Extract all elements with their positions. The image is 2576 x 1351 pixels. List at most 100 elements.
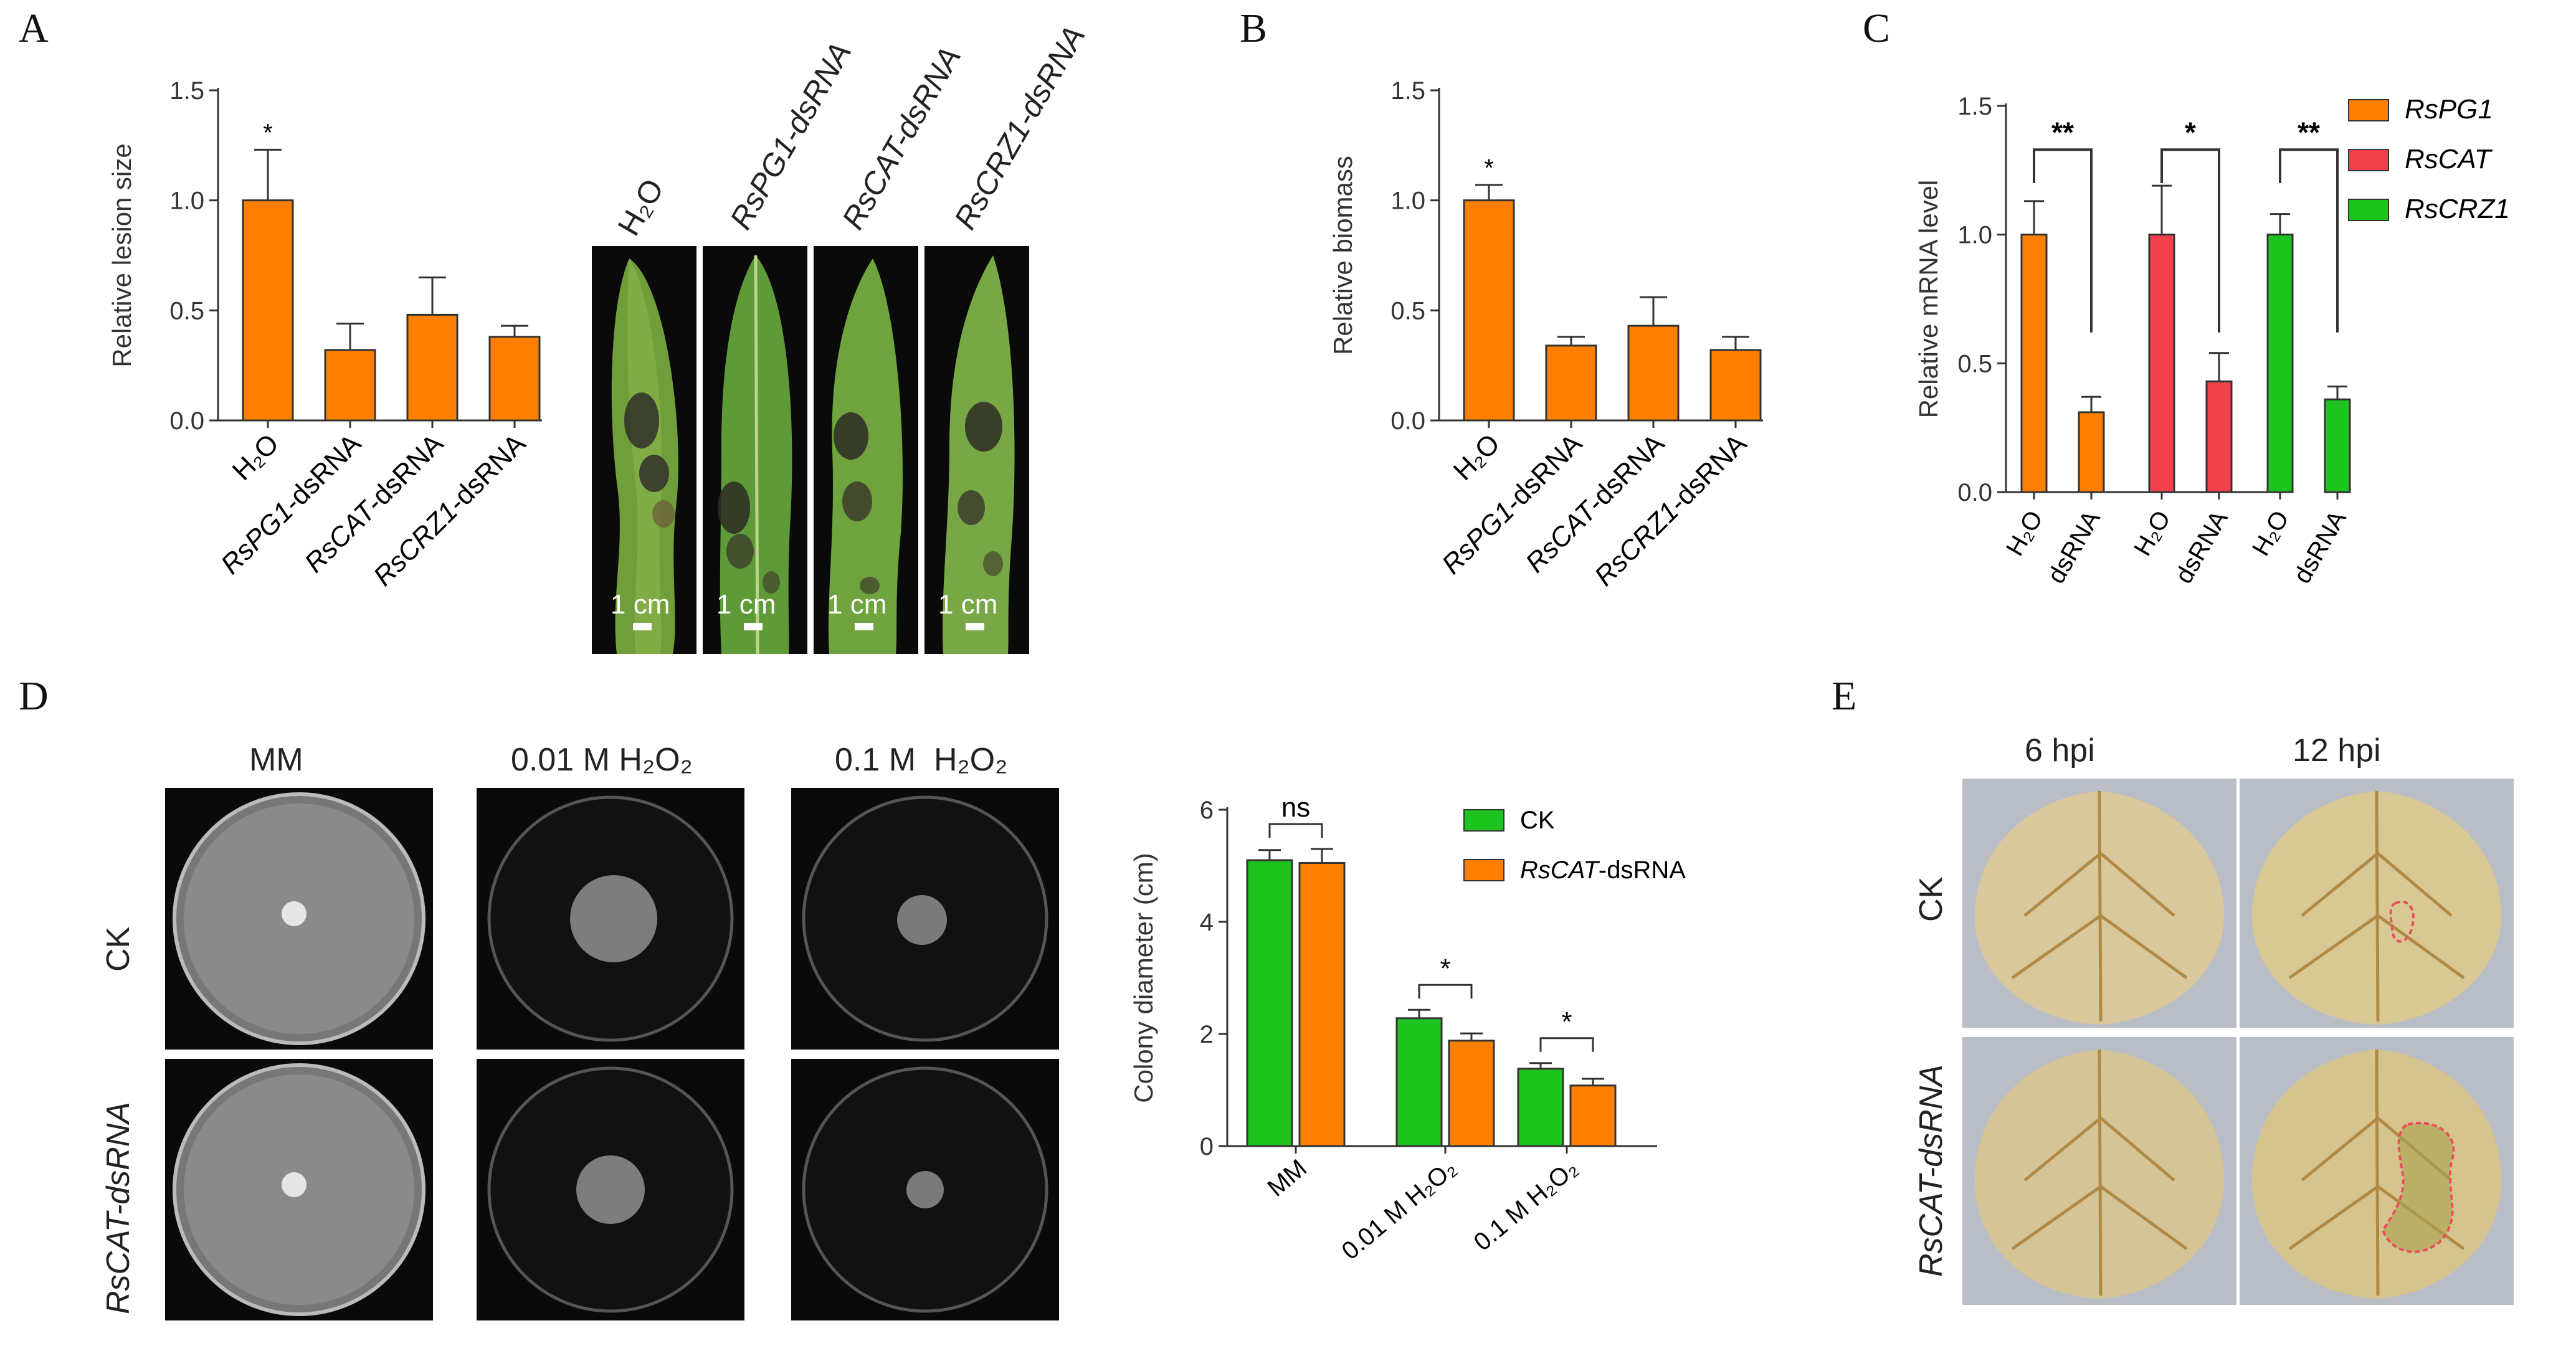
- x-tick-label: H₂O: [2129, 506, 2176, 561]
- y-tick-label: 6: [1200, 797, 1214, 824]
- bar: [242, 199, 294, 422]
- legend-swatch: [2348, 199, 2389, 221]
- bar: [2205, 380, 2233, 493]
- leaf-image: 1 cm: [938, 255, 1015, 654]
- bar: [406, 313, 459, 422]
- significance-bracket: [2033, 148, 2093, 333]
- x-tick-label: 0.1 M H₂O₂: [1469, 1154, 1583, 1256]
- bar: [1545, 344, 1597, 422]
- legend-label: RsCAT-dsRNA: [1520, 856, 1686, 884]
- leaf-image: 1 cm: [716, 255, 792, 654]
- significance-mark: *: [263, 119, 273, 146]
- x-tick-label: H₂O: [227, 428, 285, 486]
- x-tick-label: H₂O: [2247, 506, 2294, 561]
- scale-label: 1 cm: [611, 589, 670, 620]
- legend-label: RsCAT: [2405, 144, 2493, 174]
- y-axis-label: Relative mRNA level: [1914, 180, 1943, 419]
- y-axis-label: Colony diameter (cm): [1129, 853, 1158, 1102]
- panel-letter-b: B: [1240, 6, 1268, 51]
- legend-label: CK: [1520, 807, 1555, 834]
- x-tick-label: H₂O: [1448, 428, 1506, 486]
- legend-label: RsPG1: [2405, 94, 2493, 125]
- x-tick-label: RsCRZ1-dsRNA: [1589, 428, 1752, 592]
- significance-bracket: [1268, 823, 1323, 838]
- y-tick-label: 1.0: [1390, 187, 1425, 215]
- bar: [1517, 1068, 1564, 1147]
- x-tick-label: RsCAT-dsRNA: [299, 428, 450, 579]
- leaf-ck-6hpi: [1962, 779, 2236, 1028]
- bar: [2324, 398, 2351, 493]
- panel-letter-e: E: [1832, 673, 1857, 719]
- y-tick-label: 4: [1200, 909, 1214, 936]
- scale-label: 1 cm: [716, 589, 776, 620]
- x-tick-label: H₂O: [2001, 506, 2048, 561]
- x-tick-label: RsCAT-dsRNA: [1520, 428, 1671, 579]
- leaf-label-rspg1: RsPG1-dsRNA: [723, 36, 858, 235]
- bar: [1627, 325, 1680, 422]
- plate-ck-001: [477, 788, 744, 1050]
- plate-ck-01: [791, 788, 1059, 1050]
- scale-label: 1 cm: [827, 589, 886, 620]
- plate-ck-mm: [165, 788, 433, 1050]
- significance-bracket: [2160, 148, 2220, 333]
- y-axis-label: Relative lesion size: [107, 143, 136, 367]
- panel-letter-d: D: [19, 673, 49, 719]
- x-tick-label: dsRNA: [2042, 506, 2106, 588]
- y-tick-label: 0.0: [1957, 479, 1992, 506]
- significance-bracket: [1539, 1037, 1594, 1052]
- bar: [1448, 1040, 1495, 1147]
- bar: [1395, 1017, 1443, 1147]
- leaf-photo-rscat: 1 cm: [814, 246, 918, 654]
- leaf-photo-rscrz1: 1 cm: [924, 246, 1029, 654]
- y-tick-label: 1.5: [169, 77, 204, 105]
- bar: [324, 349, 376, 422]
- x-tick-label: dsRNA: [2170, 506, 2233, 588]
- significance-mark: *: [1484, 154, 1494, 182]
- panel-letter-c: C: [1863, 6, 1891, 51]
- y-tick-label: 1.0: [169, 187, 204, 215]
- leaf-image: 1 cm: [611, 258, 678, 654]
- leaf-rscat-12hpi: [2240, 1037, 2514, 1305]
- bar: [1463, 199, 1515, 422]
- leaf-row-label-rscat: RsCAT-dsRNA: [1913, 1064, 1949, 1277]
- chart-b: 0.0 0.5 1.0 1.5 Relative biomass * H₂ORsPG1-ds…: [1328, 77, 1763, 592]
- x-tick-label: RsPG1-dsRNA: [1436, 428, 1588, 580]
- y-axis-label: Relative biomass: [1328, 156, 1357, 355]
- bar: [1298, 862, 1346, 1147]
- leaf-label-rscrz1: RsCRZ1-dsRNA: [947, 19, 1092, 235]
- y-tick-label: 0.0: [1390, 407, 1425, 435]
- y-tick-label: 1.0: [1957, 222, 1992, 249]
- leaf-col-label-12hpi: 12 hpi: [2293, 732, 2381, 769]
- significance-mark: *: [1440, 953, 1450, 984]
- bar: [1246, 859, 1293, 1147]
- leaf-label-rscat: RsCAT-dsRNA: [835, 40, 968, 235]
- bar: [1709, 349, 1762, 422]
- y-tick-label: 1.5: [1390, 77, 1425, 105]
- y-tick-label: 0.0: [169, 407, 204, 435]
- chart-a: 0.0 0.5 1.0 1.5 Relative lesion size * H₂ORsPG…: [107, 77, 542, 592]
- plate-rscat-01: [791, 1059, 1059, 1320]
- x-tick-label: MM: [1262, 1154, 1311, 1202]
- leaf-label-h2o: H₂O: [611, 173, 671, 242]
- significance-mark: ns: [1281, 792, 1310, 823]
- y-tick-label: 0.5: [169, 297, 204, 325]
- bar: [488, 336, 541, 422]
- significance-mark: **: [2298, 116, 2320, 148]
- panel-letter-a: A: [19, 6, 49, 51]
- plate-col-label-001: 0.01 M H₂O₂: [511, 742, 693, 778]
- plate-row-label-rscat: RsCAT-dsRNA: [100, 1102, 136, 1314]
- plate-rscat-mm: [165, 1059, 433, 1320]
- leaf-rscat-6hpi: [1962, 1037, 2236, 1305]
- leaf-photo-rspg1: 1 cm: [703, 246, 807, 654]
- x-tick-label: RsPG1-dsRNA: [215, 428, 367, 580]
- significance-mark: **: [2051, 116, 2074, 148]
- leaf-image: 1 cm: [827, 258, 903, 654]
- y-tick-label: 2: [1200, 1021, 1214, 1048]
- y-tick-label: 0.5: [1390, 297, 1425, 325]
- leaf-row-label-ck: CK: [1913, 876, 1949, 922]
- plate-row-label-ck: CK: [100, 926, 136, 972]
- plate-col-label-01: 0.1 M H₂O₂: [835, 742, 1008, 778]
- bar: [2266, 234, 2294, 493]
- leaf-col-label-6hpi: 6 hpi: [2025, 732, 2095, 769]
- x-tick-label: RsCRZ1-dsRNA: [368, 428, 531, 592]
